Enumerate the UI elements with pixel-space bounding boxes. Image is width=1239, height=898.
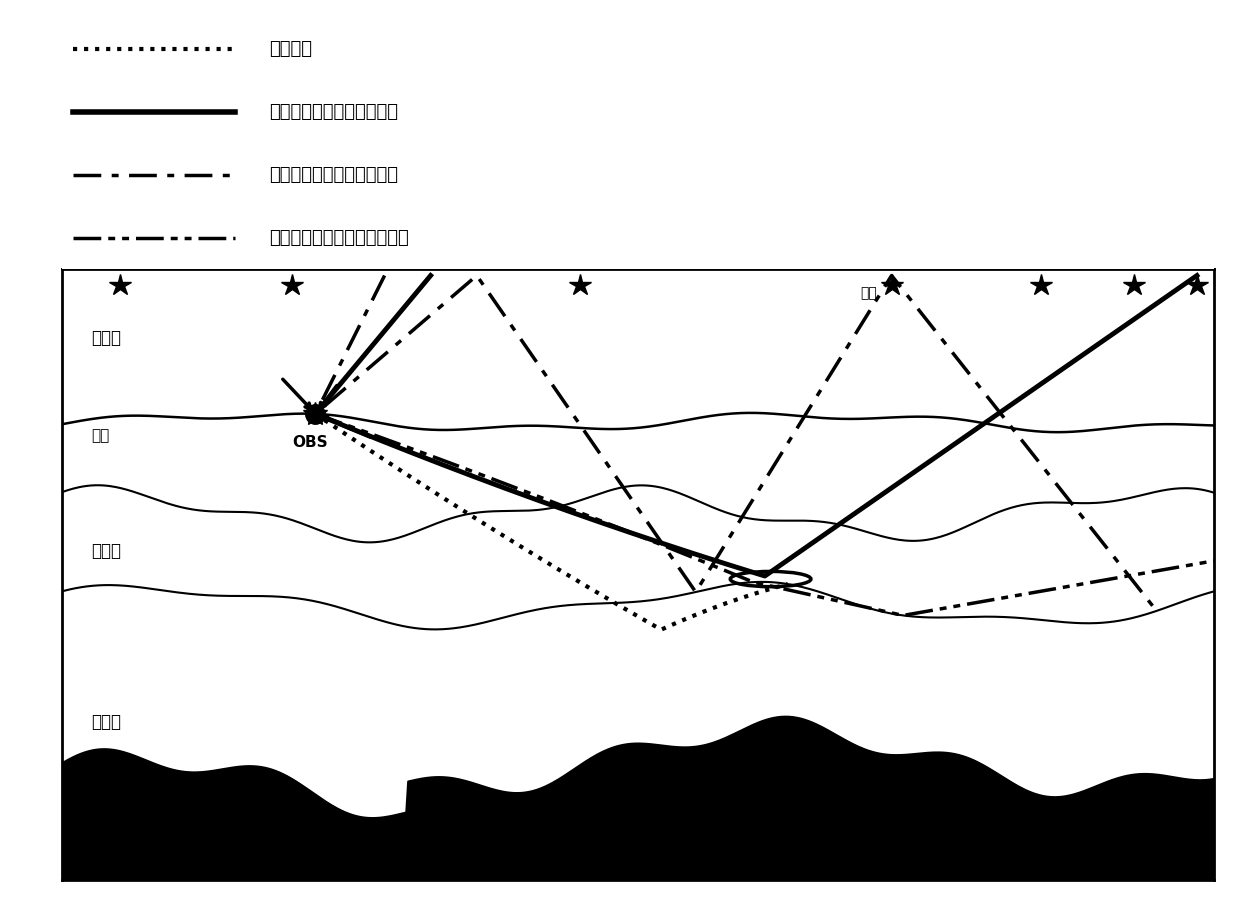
Text: 沉积层: 沉积层 bbox=[90, 542, 120, 560]
Text: OBS: OBS bbox=[292, 436, 327, 451]
Text: 海水层: 海水层 bbox=[90, 329, 120, 347]
Text: 海底: 海底 bbox=[90, 428, 109, 444]
Text: 靶点: 靶点 bbox=[860, 286, 877, 300]
Text: 在沉积层中多次反射的折射波: 在沉积层中多次反射的折射波 bbox=[269, 229, 409, 247]
Text: 初至折射的水层二阶多次波: 初至折射的水层二阶多次波 bbox=[269, 166, 399, 184]
Text: 初至折射的水层一阶多次波: 初至折射的水层一阶多次波 bbox=[269, 103, 399, 121]
Text: 初至折射: 初至折射 bbox=[269, 40, 312, 58]
Text: 沉积层: 沉积层 bbox=[90, 713, 120, 731]
